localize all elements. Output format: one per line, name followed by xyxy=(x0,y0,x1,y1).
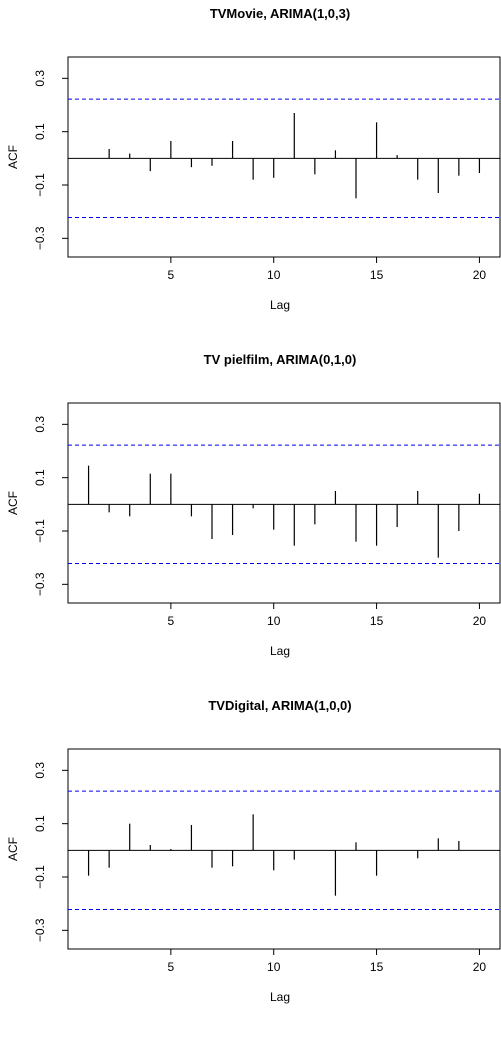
x-tick-label: 15 xyxy=(370,268,384,282)
plot-frame xyxy=(67,402,501,604)
y-axis-label: ACF xyxy=(6,491,20,515)
y-tick-label: −0.1 xyxy=(33,173,47,197)
x-tick-label: 20 xyxy=(473,268,487,282)
x-tick-label: 15 xyxy=(370,960,384,974)
y-tick-label: −0.1 xyxy=(33,865,47,889)
y-tick-label: 0.3 xyxy=(33,70,47,87)
y-axis-label: ACF xyxy=(6,145,20,169)
x-tick-label: 15 xyxy=(370,614,384,628)
acf-panel-tvdigital: TVDigital, ARIMA(1,0,0) 5 10 15 20 −0.3 −0.1 0.… xyxy=(6,698,501,1004)
chart-title: TVMovie, ARIMA(1,0,3) xyxy=(210,6,350,21)
y-tick-label: 0.3 xyxy=(33,416,47,433)
x-tick-label: 5 xyxy=(168,268,175,282)
x-tick-label: 10 xyxy=(267,960,281,974)
x-tick-label: 5 xyxy=(168,960,175,974)
x-tick-label: 10 xyxy=(267,268,281,282)
acf-panel-tv-spielfilm: TV pielfilm, ARIMA(0,1,0) 5 10 15 20 −0.3 −0.1… xyxy=(6,352,501,658)
y-tick-label: 0.1 xyxy=(33,469,47,486)
acf-panel-tvmovie: TVMovie, ARIMA(1,0,3) 5 10 15 20 −0.3 −0.1 0.1 0… xyxy=(6,6,501,312)
y-tick-label: −0.3 xyxy=(33,572,47,596)
x-tick-label: 20 xyxy=(473,614,487,628)
x-tick-label: 10 xyxy=(267,614,281,628)
plot-frame xyxy=(67,56,501,258)
x-axis-label: Lag xyxy=(270,298,290,312)
chart-title: TV pielfilm, ARIMA(0,1,0) xyxy=(204,352,357,367)
y-axis-label: ACF xyxy=(6,837,20,861)
x-tick-label: 20 xyxy=(473,960,487,974)
y-tick-label: −0.1 xyxy=(33,519,47,543)
y-tick-label: 0.1 xyxy=(33,123,47,140)
x-tick-label: 5 xyxy=(168,614,175,628)
x-axis-label: Lag xyxy=(270,644,290,658)
y-tick-label: −0.3 xyxy=(33,226,47,250)
y-tick-label: −0.3 xyxy=(33,918,47,942)
chart-title: TVDigital, ARIMA(1,0,0) xyxy=(208,698,351,713)
y-tick-label: 0.3 xyxy=(33,762,47,779)
x-axis-label: Lag xyxy=(270,990,290,1004)
plot-frame xyxy=(67,748,501,950)
y-tick-label: 0.1 xyxy=(33,815,47,832)
